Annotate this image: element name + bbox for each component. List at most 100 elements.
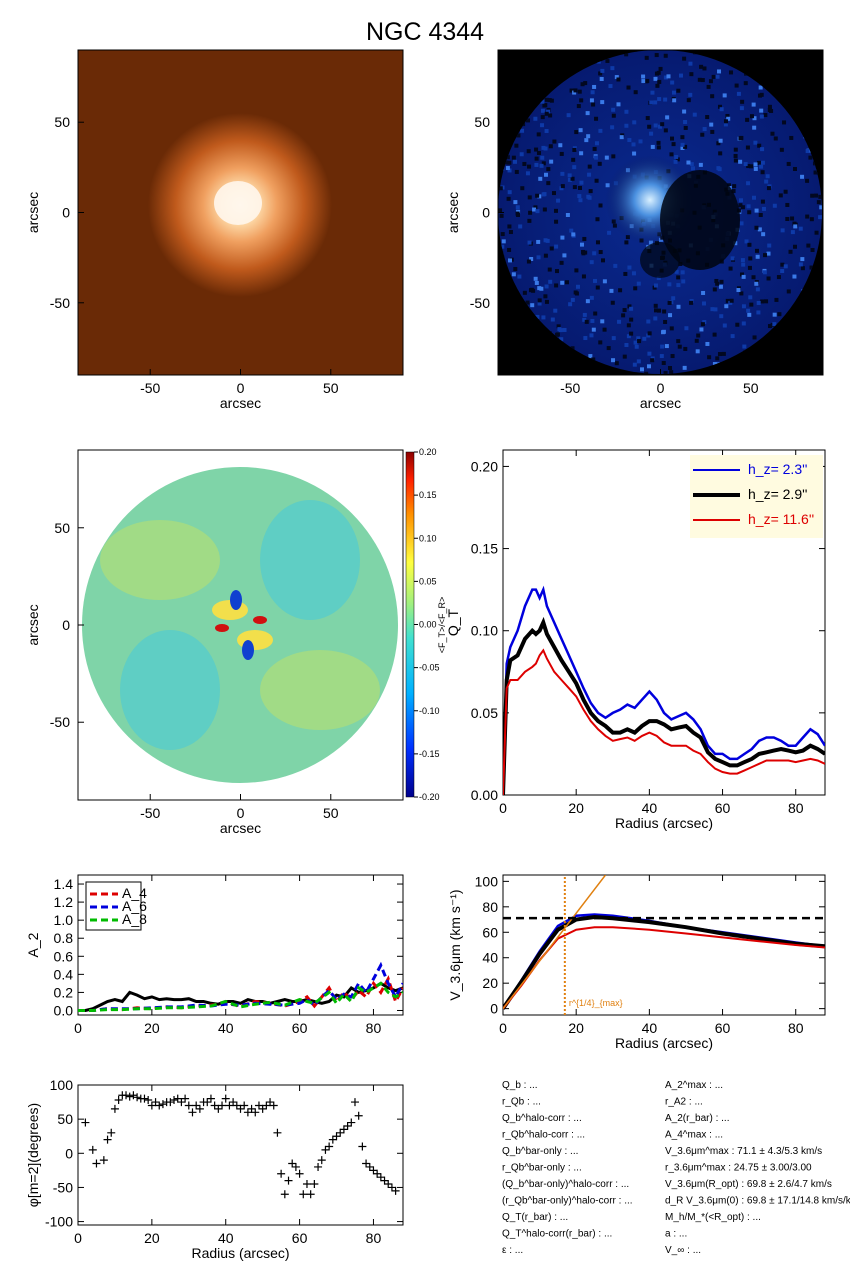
x-tick-label: 20 bbox=[568, 800, 584, 816]
x-tick-label: 50 bbox=[323, 805, 339, 821]
noise-pixel bbox=[718, 284, 723, 289]
y-tick-label: 0.00 bbox=[471, 787, 498, 803]
noise-pixel bbox=[624, 109, 629, 114]
noise-pixel bbox=[818, 215, 822, 220]
noise-pixel bbox=[749, 114, 754, 119]
noise-pixel bbox=[567, 173, 572, 178]
noise-pixel bbox=[681, 279, 686, 284]
data-point bbox=[328, 1135, 337, 1144]
noise-pixel bbox=[728, 266, 733, 271]
noise-pixel bbox=[663, 371, 668, 374]
y-tick-label: 0.8 bbox=[54, 930, 74, 946]
noise-pixel bbox=[709, 122, 714, 127]
noise-pixel bbox=[589, 295, 594, 300]
y-tick-label: 40 bbox=[482, 950, 498, 966]
noise-pixel bbox=[760, 199, 765, 204]
noise-pixel bbox=[646, 364, 651, 369]
noise-pixel bbox=[518, 224, 523, 229]
x-tick-label: 40 bbox=[642, 1020, 658, 1036]
y-tick-label: 50 bbox=[54, 114, 70, 130]
noise-pixel bbox=[540, 108, 545, 113]
noise-pixel bbox=[719, 279, 724, 284]
x-axis-label: arcsec bbox=[640, 395, 681, 411]
data-point bbox=[192, 1101, 201, 1110]
noise-pixel bbox=[525, 300, 530, 305]
noise-pixel bbox=[544, 284, 549, 289]
noise-pixel bbox=[798, 262, 803, 267]
noise-pixel bbox=[545, 238, 550, 243]
noise-pixel bbox=[577, 194, 582, 199]
x-tick-label: 40 bbox=[642, 800, 658, 816]
y-tick-label: 0.15 bbox=[471, 541, 498, 557]
noise-pixel bbox=[652, 285, 657, 290]
noise-pixel bbox=[673, 159, 678, 164]
noise-pixel bbox=[654, 71, 659, 76]
noise-pixel bbox=[540, 99, 545, 104]
noise-pixel bbox=[578, 198, 583, 203]
noise-pixel bbox=[547, 98, 552, 103]
noise-pixel bbox=[747, 242, 752, 247]
noise-pixel bbox=[548, 144, 553, 149]
y-tick-label: 0.4 bbox=[54, 966, 74, 982]
noise-pixel bbox=[672, 98, 677, 103]
noise-pixel bbox=[537, 301, 542, 306]
legend-label: A_6 bbox=[122, 898, 147, 914]
y-tick-label: 0.0 bbox=[54, 1002, 74, 1018]
noise-pixel bbox=[777, 312, 782, 317]
noise-pixel bbox=[712, 362, 717, 367]
data-point bbox=[133, 1093, 142, 1102]
noise-pixel bbox=[541, 145, 546, 150]
series-line bbox=[503, 875, 607, 1010]
noise-pixel bbox=[508, 230, 513, 235]
noise-pixel bbox=[676, 275, 681, 280]
noise-pixel bbox=[654, 308, 659, 313]
data-point bbox=[236, 1104, 245, 1113]
info-line: A_2^max : ... bbox=[665, 1080, 723, 1091]
noise-pixel bbox=[671, 142, 676, 147]
noise-pixel bbox=[727, 183, 732, 188]
info-line: Q_T(r_bar) : ... bbox=[502, 1212, 568, 1223]
noise-pixel bbox=[699, 64, 704, 69]
y-tick-label: -50 bbox=[53, 1179, 73, 1195]
noise-pixel bbox=[772, 312, 777, 317]
data-point bbox=[343, 1121, 352, 1130]
noise-pixel bbox=[636, 281, 641, 286]
noise-pixel bbox=[594, 141, 599, 146]
noise-pixel bbox=[573, 88, 578, 93]
noise-pixel bbox=[760, 299, 765, 304]
y-tick-label: 100 bbox=[50, 1077, 74, 1093]
noise-pixel bbox=[724, 304, 729, 309]
noise-pixel bbox=[577, 185, 582, 190]
noise-pixel bbox=[760, 160, 765, 165]
data-point bbox=[254, 1101, 263, 1110]
colorbar-tick-label: 0.15 bbox=[419, 490, 437, 500]
data-point bbox=[195, 1104, 204, 1113]
data-point bbox=[188, 1108, 197, 1117]
data-point bbox=[280, 1190, 289, 1199]
noise-pixel bbox=[715, 281, 720, 286]
noise-pixel bbox=[806, 243, 811, 248]
noise-pixel bbox=[746, 204, 751, 209]
noise-pixel bbox=[792, 274, 797, 279]
noise-pixel bbox=[798, 226, 803, 231]
noise-pixel bbox=[515, 212, 520, 217]
data-point bbox=[369, 1166, 378, 1175]
noise-pixel bbox=[730, 334, 735, 339]
noise-pixel bbox=[674, 269, 679, 274]
series-line bbox=[503, 616, 825, 795]
noise-pixel bbox=[515, 205, 520, 210]
info-line: r_A2 : ... bbox=[665, 1097, 703, 1108]
noise-pixel bbox=[736, 91, 741, 96]
data-point bbox=[373, 1169, 382, 1178]
noise-pixel bbox=[741, 274, 746, 279]
noise-pixel bbox=[602, 279, 607, 284]
noise-pixel bbox=[649, 100, 654, 105]
noise-pixel bbox=[614, 75, 619, 80]
noise-pixel bbox=[749, 302, 754, 307]
noise-pixel bbox=[759, 108, 764, 113]
noise-pixel bbox=[805, 214, 810, 219]
noise-pixel bbox=[814, 193, 819, 198]
noise-pixel bbox=[759, 164, 764, 169]
noise-pixel bbox=[690, 166, 695, 171]
info-line: (r_Qb^bar-only)^halo-corr : ... bbox=[502, 1196, 633, 1207]
